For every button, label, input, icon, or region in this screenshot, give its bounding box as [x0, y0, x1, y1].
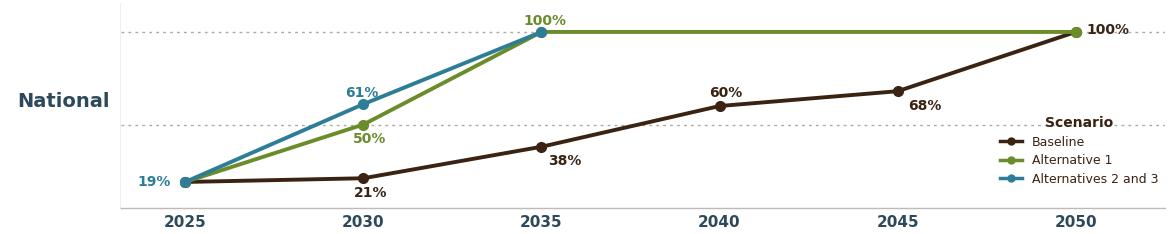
Text: 21%: 21%: [354, 186, 387, 200]
Text: 38%: 38%: [548, 154, 582, 168]
Text: 100%: 100%: [1086, 23, 1129, 37]
Legend: Baseline, Alternative 1, Alternatives 2 and 3: Baseline, Alternative 1, Alternatives 2 …: [999, 116, 1158, 186]
Text: 61%: 61%: [346, 87, 379, 100]
Text: 100%: 100%: [524, 14, 567, 28]
Text: 50%: 50%: [353, 132, 386, 146]
Text: 19%: 19%: [138, 175, 171, 189]
Text: National: National: [16, 92, 110, 111]
Text: 60%: 60%: [708, 87, 742, 100]
Text: 68%: 68%: [908, 99, 942, 113]
